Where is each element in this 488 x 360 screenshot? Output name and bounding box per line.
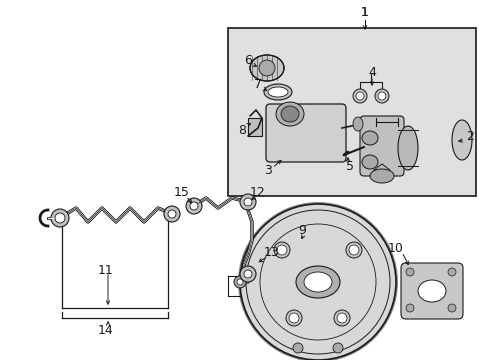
Text: 8: 8 (238, 123, 245, 136)
Text: 7: 7 (253, 77, 262, 90)
Circle shape (244, 270, 251, 278)
Circle shape (352, 89, 366, 103)
Text: 13: 13 (264, 246, 279, 258)
Circle shape (333, 310, 349, 326)
Circle shape (348, 245, 358, 255)
FancyBboxPatch shape (359, 116, 403, 176)
Circle shape (405, 304, 413, 312)
Circle shape (244, 198, 251, 206)
FancyBboxPatch shape (265, 104, 346, 162)
Ellipse shape (267, 87, 287, 97)
Ellipse shape (352, 117, 362, 131)
Ellipse shape (249, 55, 284, 81)
Bar (227, 28, 475, 196)
Circle shape (51, 209, 69, 227)
Circle shape (240, 204, 395, 360)
Circle shape (163, 206, 180, 222)
Text: 6: 6 (244, 54, 251, 67)
Text: 4: 4 (367, 66, 375, 78)
FancyBboxPatch shape (400, 263, 462, 319)
Ellipse shape (397, 126, 417, 170)
Ellipse shape (369, 169, 393, 183)
Circle shape (234, 276, 245, 288)
Circle shape (276, 245, 286, 255)
Bar (247, 118, 262, 136)
Circle shape (374, 89, 388, 103)
Circle shape (259, 60, 274, 76)
Circle shape (240, 194, 256, 210)
Text: 5: 5 (346, 159, 353, 172)
Ellipse shape (275, 102, 304, 126)
Text: 12: 12 (250, 185, 265, 198)
Circle shape (292, 343, 303, 353)
Circle shape (237, 279, 243, 285)
Circle shape (240, 266, 256, 282)
Circle shape (346, 242, 361, 258)
Circle shape (238, 202, 397, 360)
Circle shape (332, 343, 342, 353)
Text: 1: 1 (360, 5, 368, 18)
Circle shape (168, 210, 176, 218)
Ellipse shape (264, 84, 291, 100)
Ellipse shape (361, 155, 377, 169)
Ellipse shape (451, 120, 471, 160)
Polygon shape (247, 128, 258, 136)
Circle shape (447, 268, 455, 276)
Text: 14: 14 (98, 324, 114, 337)
Circle shape (355, 92, 363, 100)
Ellipse shape (304, 272, 331, 292)
Circle shape (288, 313, 298, 323)
Circle shape (405, 268, 413, 276)
Text: 11: 11 (98, 264, 114, 276)
Text: 2: 2 (465, 130, 473, 143)
Circle shape (55, 213, 65, 223)
Ellipse shape (361, 131, 377, 145)
Circle shape (185, 198, 202, 214)
Text: 3: 3 (264, 163, 271, 176)
Circle shape (377, 92, 385, 100)
Text: 9: 9 (298, 224, 305, 237)
Circle shape (336, 313, 346, 323)
Circle shape (190, 202, 198, 210)
Circle shape (447, 304, 455, 312)
Ellipse shape (281, 106, 298, 122)
Circle shape (285, 310, 302, 326)
Circle shape (273, 242, 289, 258)
Text: 1: 1 (360, 5, 368, 18)
Ellipse shape (295, 266, 339, 298)
Text: 15: 15 (174, 185, 189, 198)
Text: 10: 10 (387, 242, 403, 255)
Ellipse shape (417, 280, 445, 302)
